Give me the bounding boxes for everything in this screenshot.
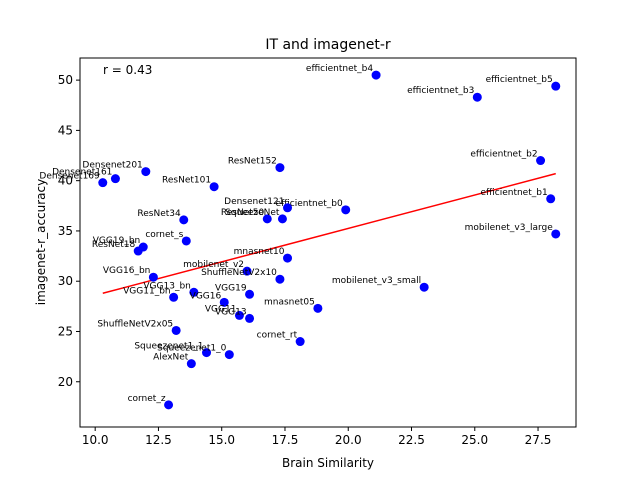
data-point	[209, 182, 219, 192]
data-point	[371, 70, 381, 80]
data-point	[164, 400, 174, 410]
x-axis: 10.0 12.5 15.0 17.5 20.0 22.5 25.0 27.5	[82, 427, 552, 447]
data-point	[110, 174, 120, 184]
x-tick-label: 20.0	[335, 433, 362, 447]
data-point	[275, 163, 285, 173]
point-label: efficientnet_b5	[486, 75, 553, 85]
point-label: ResNet101	[162, 176, 211, 186]
y-tick-label: 45	[58, 123, 73, 137]
point-label: efficientnet_b1	[481, 188, 548, 198]
data-point	[277, 214, 287, 224]
data-point	[275, 274, 285, 284]
data-point	[295, 337, 305, 347]
point-label: VGG13_bn	[143, 281, 190, 291]
point-label: Densenet161	[52, 168, 112, 178]
data-point	[245, 313, 255, 323]
data-point	[133, 246, 143, 256]
data-point	[224, 350, 234, 360]
data-point	[181, 236, 191, 246]
data-point	[551, 81, 561, 91]
data-point	[98, 178, 108, 188]
point-label: efficientnet_b0	[276, 199, 343, 209]
point-label: Densenet201	[82, 161, 142, 171]
data-point	[169, 292, 179, 302]
data-point	[202, 348, 212, 358]
y-tick-label: 30	[58, 274, 73, 288]
y-tick-label: 50	[58, 73, 73, 87]
point-label: SqueezeNet	[225, 208, 280, 218]
point-label: ResNet18	[92, 240, 136, 250]
point-label: mnasnet05	[264, 297, 315, 307]
y-axis-label: imagenet-r_accuracy	[34, 179, 48, 305]
data-point	[472, 92, 482, 102]
data-point	[313, 303, 323, 313]
point-label: ResNet50	[221, 208, 265, 218]
data-point	[419, 282, 429, 292]
y-axis: 20 25 30 35 40 45 50	[58, 73, 80, 389]
point-label: ResNet34	[137, 209, 181, 219]
plot-content: efficientnet_b4 efficientnet_b5 efficientn…	[39, 64, 561, 410]
point-label: efficientnet_b2	[470, 150, 537, 160]
x-tick-label: 12.5	[145, 433, 172, 447]
data-point	[148, 272, 158, 282]
y-tick-label: 40	[58, 174, 73, 188]
point-label: mnasnet10	[234, 247, 285, 257]
data-point	[551, 229, 561, 239]
data-point	[546, 194, 556, 204]
point-label: Densenet121	[224, 197, 284, 207]
data-point	[536, 156, 546, 166]
chart-title: IT and imagenet-r	[265, 37, 391, 53]
point-label: cornet_rt	[257, 331, 298, 341]
data-point	[283, 203, 293, 213]
x-axis-label: Brain Similarity	[282, 456, 374, 470]
point-label: VGG13	[215, 307, 247, 317]
point-label: VGG19	[215, 283, 247, 293]
data-point	[179, 215, 189, 225]
point-label: VGG19_bn	[93, 236, 140, 246]
point-label: AlexNet	[153, 353, 189, 363]
y-tick-label: 25	[58, 324, 73, 338]
y-tick-label: 35	[58, 224, 73, 238]
plot-frame	[79, 57, 577, 428]
point-label: mobilenet_v3_small	[332, 276, 421, 286]
x-tick-label: 27.5	[525, 433, 552, 447]
data-point	[171, 325, 181, 335]
point-label: efficientnet_b4	[306, 64, 373, 74]
data-point	[234, 310, 244, 320]
correlation-annotation: r = 0.43	[103, 63, 152, 77]
point-label: ShuffleNetV2x05	[97, 319, 173, 329]
point-label: mobilenet_v2	[183, 260, 244, 270]
data-point	[186, 359, 196, 369]
point-label: Densenet169	[39, 172, 100, 182]
regression-line	[102, 172, 556, 295]
x-tick-label: 15.0	[208, 433, 235, 447]
data-point	[189, 287, 199, 297]
data-point	[219, 297, 229, 307]
x-tick-label: 25.0	[461, 433, 488, 447]
y-tick-label: 20	[58, 375, 73, 389]
point-label: ShuffleNetV2x10	[201, 268, 277, 278]
data-point	[341, 205, 351, 215]
point-label: mobilenet_v3_large	[465, 223, 554, 233]
x-tick-label: 17.5	[272, 433, 299, 447]
point-label: cornet_s	[145, 230, 183, 240]
x-tick-label: 10.0	[82, 433, 109, 447]
point-label: VGG16	[190, 291, 222, 301]
point-label: VGG11	[205, 304, 237, 314]
data-point	[242, 266, 252, 276]
x-tick-label: 22.5	[398, 433, 425, 447]
point-label: cornet_z	[128, 394, 166, 404]
data-point	[245, 289, 255, 299]
point-label: Squeezenet1_0	[157, 344, 226, 354]
data-point	[283, 253, 293, 263]
point-label: VGG16_bn	[103, 266, 150, 276]
point-label: Squeezenet1_1	[134, 342, 203, 352]
data-point	[141, 167, 151, 177]
point-label: efficientnet_b3	[407, 86, 474, 96]
point-label: ResNet152	[228, 157, 277, 167]
data-point	[262, 214, 272, 224]
point-label: VGG11_bn	[123, 286, 170, 296]
